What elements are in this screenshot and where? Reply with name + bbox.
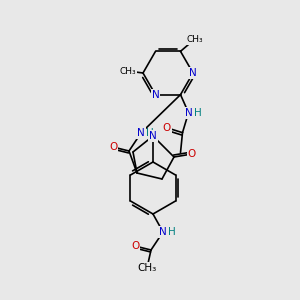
Text: CH₃: CH₃ [120, 67, 136, 76]
Text: N: N [137, 128, 145, 138]
Text: CH₃: CH₃ [186, 35, 203, 44]
Text: H: H [146, 128, 154, 138]
Text: N: N [159, 227, 167, 237]
Text: H: H [194, 108, 201, 118]
Text: O: O [109, 142, 117, 152]
Text: H: H [168, 227, 176, 237]
Text: CH₃: CH₃ [137, 263, 157, 273]
Text: N: N [152, 90, 159, 100]
Text: N: N [149, 131, 157, 141]
Text: O: O [131, 241, 139, 251]
Text: N: N [184, 108, 192, 118]
Text: O: O [162, 123, 171, 133]
Text: O: O [188, 149, 196, 159]
Text: N: N [189, 68, 197, 78]
